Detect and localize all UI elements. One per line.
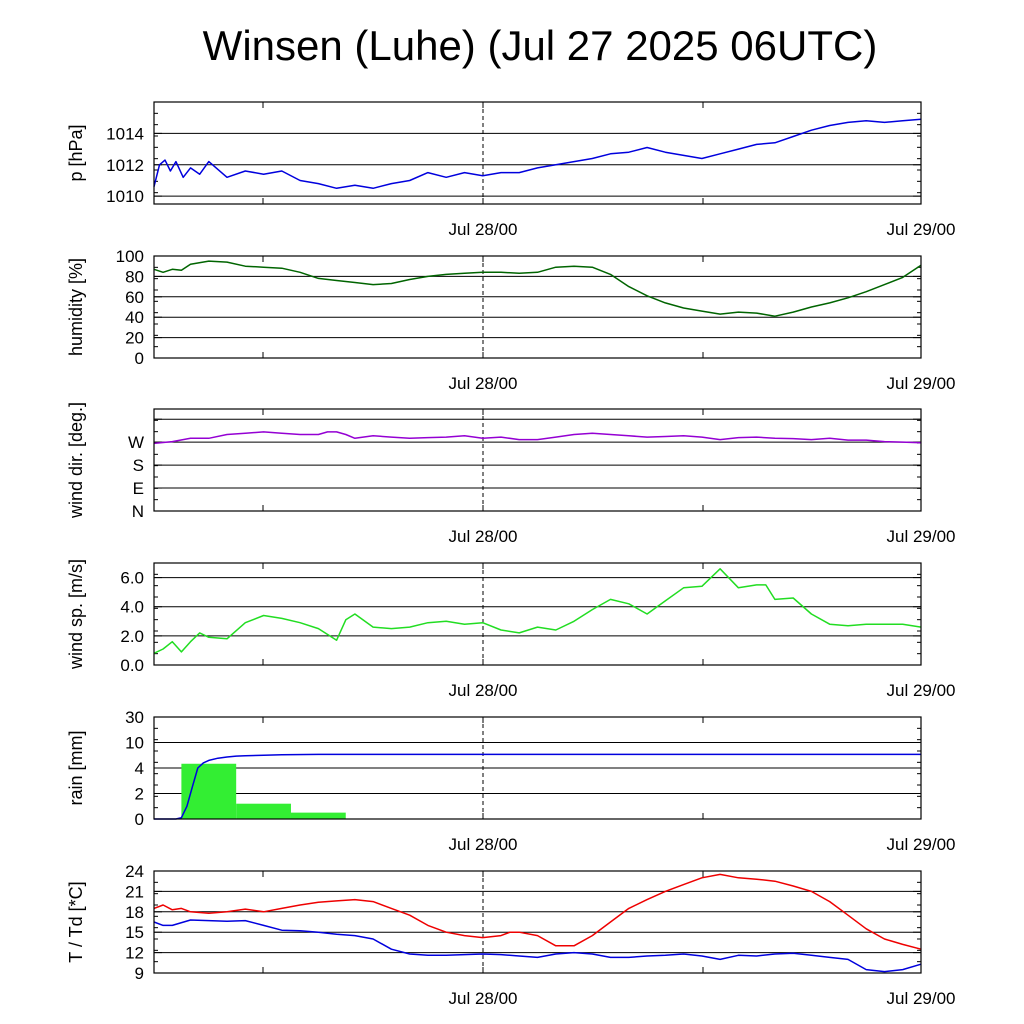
series-line-0	[153, 568, 922, 654]
panel-4: 0 2 4 10 30 rain [mm] Jul 28/00 Jul 29/00	[66, 708, 956, 854]
y-tick-label: W	[128, 433, 144, 452]
y-tick-label: 4.0	[120, 598, 144, 617]
y-axis-label: wind sp. [m/s]	[66, 559, 86, 670]
series-line-1	[153, 919, 922, 973]
x-tick-label: Jul 28/00	[449, 681, 518, 700]
plot-frame	[153, 255, 922, 359]
y-tick-label: 4	[135, 759, 144, 778]
x-tick-label: Jul 29/00	[887, 527, 956, 546]
x-tick-label: Jul 28/00	[449, 220, 518, 239]
plot-frame	[153, 408, 922, 512]
y-tick-label: 30	[125, 708, 144, 727]
y-tick-label: 20	[125, 329, 144, 348]
y-axis-label: rain [mm]	[66, 730, 86, 805]
series-line-0	[153, 260, 922, 317]
y-tick-label: S	[133, 456, 144, 475]
y-tick-label: 1012	[106, 156, 144, 175]
plot-frame	[153, 870, 922, 974]
x-tick-label: Jul 28/00	[449, 835, 518, 854]
y-tick-label: 18	[125, 903, 144, 922]
y-tick-label: 40	[125, 308, 144, 327]
x-tick-label: Jul 29/00	[887, 835, 956, 854]
plot-frame	[153, 716, 922, 820]
y-tick-label: N	[132, 502, 144, 521]
x-tick-label: Jul 28/00	[449, 527, 518, 546]
y-tick-label: 0	[135, 349, 144, 368]
y-axis-label: p [hPa]	[66, 124, 86, 181]
y-tick-label: 60	[125, 288, 144, 307]
y-tick-label: 15	[125, 923, 144, 942]
y-axis-label: wind dir. [deg.]	[66, 402, 86, 519]
x-tick-label: Jul 29/00	[887, 220, 956, 239]
y-tick-label: 0	[135, 810, 144, 829]
y-tick-label: 100	[116, 247, 144, 266]
x-tick-label: Jul 29/00	[887, 989, 956, 1008]
series-line-0	[154, 753, 921, 820]
rain-bar	[181, 763, 237, 819]
y-tick-label: 21	[125, 882, 144, 901]
y-axis-label: T / Td [*C]	[66, 881, 86, 962]
series-line-0	[153, 431, 922, 445]
y-tick-label: 1014	[106, 124, 144, 143]
x-tick-label: Jul 28/00	[449, 989, 518, 1008]
panel-3: 0.0 2.0 4.0 6.0 wind sp. [m/s] Jul 28/00 Jul 2…	[66, 559, 956, 700]
y-tick-label: 12	[125, 944, 144, 963]
x-tick-label: Jul 29/00	[887, 681, 956, 700]
y-tick-label: 2.0	[120, 627, 144, 646]
x-tick-label: Jul 29/00	[887, 374, 956, 393]
y-tick-label: 24	[125, 862, 144, 881]
panel-0: 1010 1012 1014 p [hPa] Jul 28/00 Jul 29/00	[66, 101, 956, 239]
series-line-0	[153, 873, 922, 950]
y-tick-label: 0.0	[120, 656, 144, 675]
y-tick-label: 80	[125, 267, 144, 286]
plot-frame	[153, 101, 922, 205]
series-line-0	[153, 118, 922, 190]
y-tick-label: 6.0	[120, 569, 144, 588]
y-tick-label: E	[133, 479, 144, 498]
rain-bar	[236, 803, 291, 819]
x-tick-label: Jul 28/00	[449, 374, 518, 393]
y-tick-label: 2	[135, 785, 144, 804]
chart-title: Winsen (Luhe) (Jul 27 2025 06UTC)	[202, 22, 878, 69]
y-tick-label: 10	[125, 734, 144, 753]
y-axis-label: humidity [%]	[66, 258, 86, 356]
y-tick-label: 9	[135, 964, 144, 983]
y-tick-label: 1010	[106, 187, 144, 206]
plot-frame	[153, 562, 922, 666]
rain-bar	[290, 812, 346, 819]
